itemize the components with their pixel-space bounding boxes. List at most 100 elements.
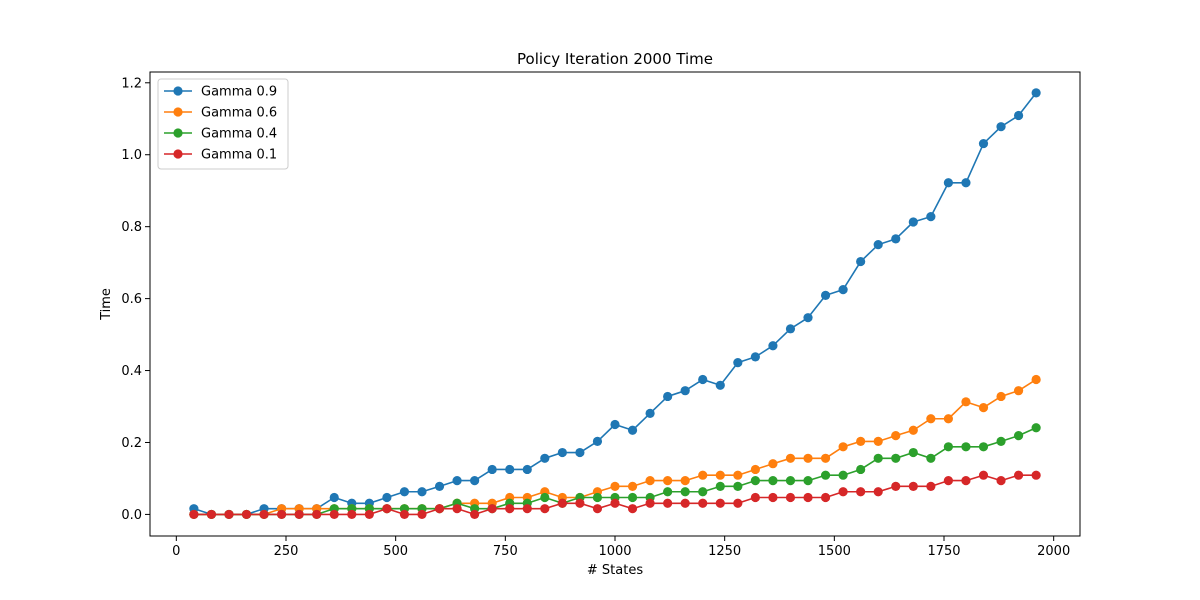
data-point — [698, 487, 708, 497]
data-point — [943, 442, 953, 452]
x-axis-ticks: 0 250 500 750 1000 1250 1500 1750 2000 — [172, 536, 1070, 559]
x-axis-title: # States — [587, 563, 643, 578]
data-point — [785, 453, 796, 463]
x-tick-label: 1250 — [708, 544, 741, 559]
legend-label: Gamma 0.9 — [201, 85, 277, 100]
data-point — [733, 470, 743, 480]
data-point — [943, 178, 953, 188]
legend-swatch-marker — [173, 107, 183, 117]
x-tick-label: 1750 — [927, 544, 960, 559]
data-point — [908, 425, 918, 435]
data-point — [856, 487, 866, 497]
chart-title: Policy Iteration 2000 Time — [517, 50, 713, 68]
data-point — [557, 447, 567, 458]
legend-label: Gamma 0.6 — [201, 106, 277, 121]
y-tick-label: 1.0 — [121, 148, 142, 163]
data-point — [978, 442, 989, 452]
y-axis-ticks: 0.0 0.2 0.4 0.6 0.8 1.0 1.2 — [121, 76, 150, 523]
data-point — [610, 481, 620, 491]
data-point — [347, 509, 357, 520]
data-point — [399, 487, 410, 497]
data-point — [627, 481, 638, 491]
legend-swatch-marker — [173, 149, 183, 159]
data-point — [733, 481, 743, 491]
data-point — [768, 459, 778, 469]
data-point — [592, 492, 603, 503]
data-point — [733, 358, 743, 368]
data-point — [785, 492, 796, 503]
data-point — [856, 256, 866, 267]
data-point — [715, 380, 725, 390]
data-point — [961, 397, 971, 407]
data-point — [663, 391, 673, 402]
x-tick-label: 500 — [383, 544, 408, 559]
data-point — [768, 341, 778, 351]
data-point — [908, 217, 918, 227]
data-point — [891, 453, 901, 463]
data-point — [698, 498, 708, 508]
x-tick-label: 1500 — [818, 544, 851, 559]
data-point — [820, 492, 831, 503]
data-point — [996, 476, 1006, 486]
data-point — [575, 447, 585, 458]
data-point — [803, 313, 813, 323]
data-point — [663, 498, 673, 508]
data-point — [838, 487, 848, 497]
data-point — [645, 408, 655, 418]
data-point — [470, 509, 480, 520]
data-point — [522, 504, 532, 514]
data-point — [943, 414, 953, 424]
data-point — [645, 498, 655, 508]
data-point — [715, 498, 725, 508]
data-point — [785, 324, 796, 334]
data-point — [487, 464, 497, 475]
data-point — [1013, 386, 1024, 396]
y-tick-label: 0.2 — [121, 436, 142, 451]
data-point — [856, 436, 866, 447]
data-point — [382, 504, 392, 514]
legend-box — [157, 78, 289, 170]
data-point — [733, 498, 743, 508]
data-point — [961, 442, 971, 452]
data-point — [610, 498, 620, 508]
data-point — [434, 504, 445, 514]
data-point — [943, 476, 953, 486]
data-point — [996, 436, 1006, 447]
legend-item: Gamma 0.9 — [164, 85, 277, 100]
data-point — [873, 453, 883, 463]
data-point — [259, 509, 269, 520]
data-point — [1013, 470, 1024, 480]
data-point — [715, 481, 725, 491]
data-point — [1031, 470, 1041, 480]
data-point — [487, 504, 497, 514]
data-point — [926, 211, 936, 222]
data-point — [698, 374, 708, 385]
data-point — [417, 509, 427, 520]
x-tick-label: 750 — [493, 544, 518, 559]
data-point — [715, 470, 725, 480]
x-tick-label: 250 — [274, 544, 299, 559]
data-point — [750, 464, 760, 475]
data-point — [452, 476, 462, 486]
data-point — [277, 509, 287, 520]
legend-item: Gamma 0.1 — [164, 148, 277, 163]
data-point — [891, 234, 901, 244]
y-tick-label: 0.8 — [121, 220, 142, 235]
series-gamma-01 — [189, 470, 1041, 520]
y-tick-label: 1.2 — [121, 76, 142, 91]
data-point — [926, 481, 936, 491]
legend-item: Gamma 0.6 — [164, 106, 277, 121]
data-point — [908, 447, 918, 458]
data-point — [803, 476, 813, 486]
y-tick-label: 0.4 — [121, 364, 142, 379]
x-tick-label: 1000 — [598, 544, 631, 559]
data-point — [750, 352, 760, 362]
data-point — [505, 464, 515, 475]
data-point — [452, 504, 462, 514]
data-point — [1031, 423, 1041, 433]
data-point — [645, 476, 655, 486]
data-point — [891, 431, 901, 441]
data-point — [329, 492, 339, 503]
data-point — [785, 476, 796, 486]
